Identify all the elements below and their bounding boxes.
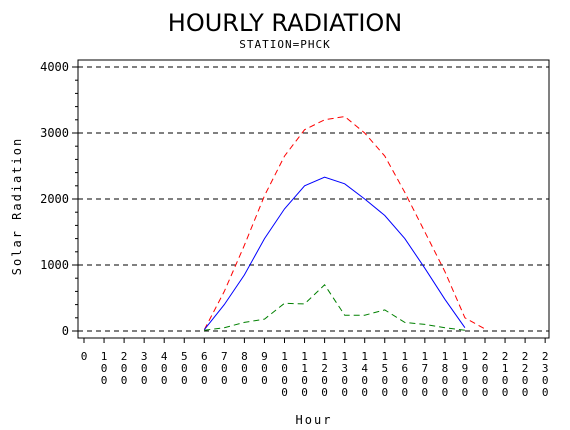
- y-tick-label: 0: [62, 324, 69, 338]
- chart-title: HOURLY RADIATION: [168, 9, 402, 37]
- chart-subtitle: STATION=PHCK: [239, 38, 330, 51]
- x-axis-label: Hour: [296, 413, 333, 427]
- gridlines: [78, 66, 549, 332]
- series-line-3: [204, 284, 465, 331]
- y-tick-labels: 0 1000 2000 3000 4000: [40, 60, 69, 338]
- y-tick-label: 4000: [40, 60, 69, 74]
- y-tick-label: 1000: [40, 258, 69, 272]
- x-tick-label: 0: [81, 350, 88, 363]
- series-lines: [203, 115, 486, 331]
- x-tick-labels: 0 1 0 0 2 0 0 3 0 0 4 0 0 5 0 0 6 0 0 7 0 0 8 0 0 9 0 0 1 0 0 0 1 1 0 0 1 2 0 0…: [81, 350, 549, 399]
- y-tick-label: 3000: [40, 126, 69, 140]
- y-tick-label: 2000: [40, 192, 69, 206]
- y-axis-label: Solar Radiation: [10, 137, 24, 275]
- axes: [72, 59, 550, 343]
- series-line-1: [203, 115, 486, 330]
- series-line-2: [203, 176, 466, 331]
